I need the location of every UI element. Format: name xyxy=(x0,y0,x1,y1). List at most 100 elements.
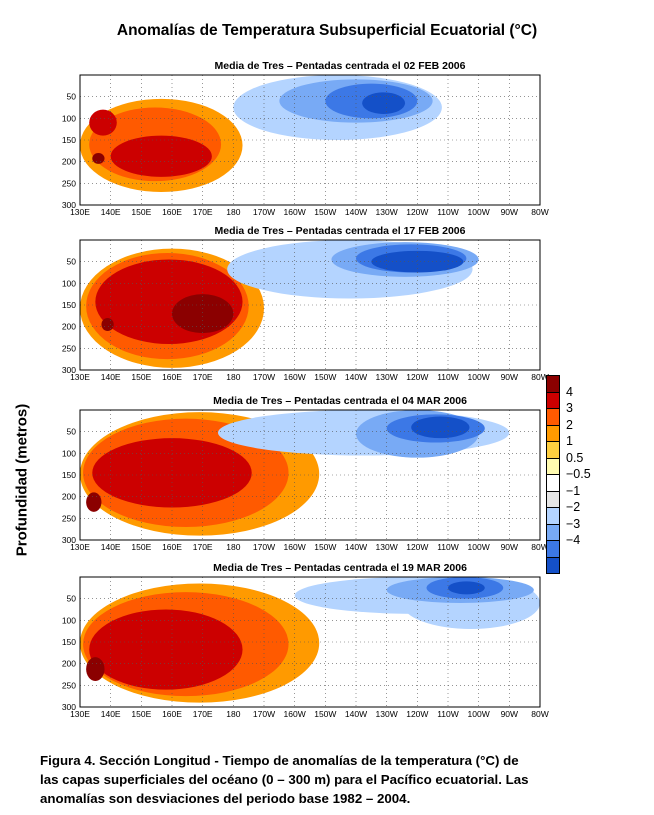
x-tick-label: 110W xyxy=(437,207,459,217)
legend-swatch xyxy=(546,408,560,426)
x-tick-label: 100W xyxy=(468,709,490,719)
plot-frame xyxy=(79,239,541,371)
legend-label: −4 xyxy=(566,533,581,547)
x-tick-label: 120W xyxy=(406,542,428,552)
panel-3-title: Media de Tres – Pentadas centrada el 04 … xyxy=(213,395,467,407)
y-tick-label: 150 xyxy=(62,470,76,480)
y-tick-label: 100 xyxy=(62,113,76,123)
x-tick-label: 150E xyxy=(131,207,151,217)
y-tick-label: 100 xyxy=(62,278,76,288)
panel-4-heatmap: 130E 140E 150E 160E 170E 180 170W 160W 150W 140W 1… xyxy=(62,576,549,719)
anomaly-contour-pos-2 xyxy=(89,609,243,690)
x-tick-label: 180 xyxy=(226,542,240,552)
legend-swatch xyxy=(546,507,560,525)
plot-frame xyxy=(79,409,541,541)
x-tick-label: 140E xyxy=(101,542,121,552)
caption-line-2: las capas superficiales del océano (0 – … xyxy=(40,772,529,787)
panel-1-title: Media de Tres – Pentadas centrada el 02 … xyxy=(214,60,466,72)
legend-swatch xyxy=(546,540,560,558)
y-tick-label: 150 xyxy=(62,637,76,647)
y-tick-label: 50 xyxy=(67,594,77,604)
x-tick-label: 80W xyxy=(531,709,548,719)
x-tick-label: 180 xyxy=(226,207,240,217)
anomaly-contour-neg-8 xyxy=(371,250,464,273)
x-tick-label: 150W xyxy=(314,207,336,217)
caption-line-3: anomalías son desviaciones del periodo b… xyxy=(40,791,411,806)
panel-2-title: Media de Tres – Pentadas centrada el 17 … xyxy=(214,225,466,237)
x-tick-label: 170W xyxy=(253,207,275,217)
x-tick-label: 80W xyxy=(531,372,548,382)
y-tick-label: 200 xyxy=(62,157,76,167)
anomaly-contour-pos-3 xyxy=(172,294,234,334)
x-tick-label: 160W xyxy=(284,542,306,552)
x-tick-label: 110W xyxy=(437,542,459,552)
anomaly-contour-pos-2 xyxy=(89,109,117,136)
y-tick-label: 50 xyxy=(67,257,77,267)
x-tick-label: 140W xyxy=(345,542,367,552)
figure-caption: Figura 4. Sección Longitud - Tiempo de a… xyxy=(40,751,620,808)
y-axis-label-wrap: Profundidad (metros) xyxy=(10,380,34,580)
panel-4-title: Media de Tres – Pentadas centrada el 19 … xyxy=(213,562,467,574)
legend-swatch xyxy=(546,441,560,459)
x-tick-label: 150E xyxy=(131,709,151,719)
anomaly-contour-pos-4 xyxy=(101,318,114,331)
x-tick-label: 140E xyxy=(101,207,121,217)
x-tick-label: 150W xyxy=(314,372,336,382)
x-tick-label: 170W xyxy=(253,709,275,719)
legend-label: −2 xyxy=(566,500,581,514)
x-tick-label: 100W xyxy=(468,542,490,552)
x-tick-label: 130E xyxy=(70,207,90,217)
x-tick-label: 160E xyxy=(162,709,182,719)
y-tick-label: 250 xyxy=(62,178,76,188)
x-tick-label: 140W xyxy=(345,709,367,719)
x-tick-label: 80W xyxy=(531,542,548,552)
panel-1-heatmap: 130E 140E 150E 160E 170E 180 170W 160W 150W 140W 1… xyxy=(62,74,549,217)
anomaly-contour-neg-8 xyxy=(362,92,406,114)
x-tick-label: 100W xyxy=(468,207,490,217)
anomaly-contour-pos-2 xyxy=(92,438,252,508)
anomaly-contour-pos-4 xyxy=(92,153,105,164)
x-tick-label: 130E xyxy=(70,372,90,382)
x-tick-label: 130W xyxy=(376,542,398,552)
x-tick-label: 160E xyxy=(162,207,182,217)
y-tick-label: 300 xyxy=(62,535,76,545)
x-tick-label: 120W xyxy=(406,709,428,719)
legend-label: −3 xyxy=(566,516,581,531)
x-tick-label: 170W xyxy=(253,542,275,552)
y-tick-label: 200 xyxy=(62,659,76,669)
x-tick-label: 150E xyxy=(131,372,151,382)
y-tick-label: 300 xyxy=(62,200,76,210)
x-tick-label: 90W xyxy=(501,542,518,552)
figure-title: Anomalías de Temperatura Subsuperficial … xyxy=(116,22,538,39)
x-tick-label: 130W xyxy=(376,372,398,382)
x-tick-label: 90W xyxy=(501,709,518,719)
x-tick-label: 120W xyxy=(406,207,428,217)
x-tick-label: 90W xyxy=(501,207,518,217)
y-tick-label: 100 xyxy=(62,448,76,458)
y-tick-label: 300 xyxy=(62,365,76,375)
legend-swatch xyxy=(546,556,560,574)
y-tick-label: 200 xyxy=(62,322,76,332)
plot-frame xyxy=(79,576,541,708)
x-tick-label: 160E xyxy=(162,542,182,552)
anomaly-contour-pos-3 xyxy=(86,492,102,512)
x-tick-label: 180 xyxy=(226,709,240,719)
legend-swatch xyxy=(546,523,560,541)
legend-label: 3 xyxy=(566,401,573,415)
anomaly-contour-pos-3 xyxy=(110,135,212,177)
panel-2-heatmap: 130E 140E 150E 160E 170E 180 170W 160W 150W 140W 1… xyxy=(62,239,549,382)
legend-swatch xyxy=(546,490,560,508)
x-tick-label: 130W xyxy=(376,709,398,719)
legend-label: 2 xyxy=(566,417,573,432)
x-tick-label: 140W xyxy=(345,372,367,382)
x-tick-label: 130E xyxy=(70,542,90,552)
legend-label: −0.5 xyxy=(566,467,591,481)
anomaly-contour-neg-7 xyxy=(411,416,470,439)
x-tick-label: 140W xyxy=(345,207,367,217)
x-tick-label: 90W xyxy=(501,372,518,382)
anomaly-contour-neg-8 xyxy=(448,581,485,595)
y-tick-label: 150 xyxy=(62,300,76,310)
legend-label: 1 xyxy=(566,434,573,448)
x-tick-label: 150W xyxy=(314,709,336,719)
y-tick-label: 250 xyxy=(62,680,76,690)
